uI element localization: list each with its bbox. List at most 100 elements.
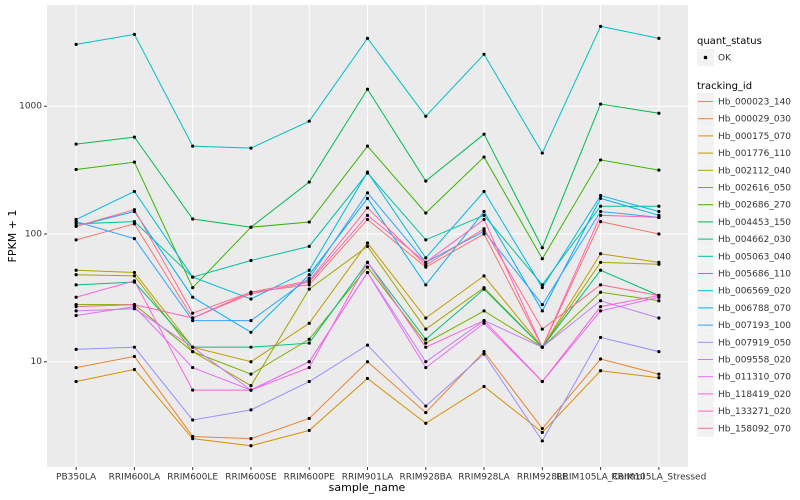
data-point bbox=[191, 144, 195, 148]
data-point bbox=[74, 222, 78, 226]
data-point bbox=[132, 189, 137, 194]
legend-label: Hb_118419_020 bbox=[718, 390, 791, 400]
data-point bbox=[307, 321, 311, 325]
legend-label: Hb_006569_020 bbox=[718, 287, 791, 297]
data-point bbox=[132, 279, 137, 283]
legend-label: Hb_004453_150 bbox=[718, 218, 791, 228]
y-axis-title: FPKM + 1 bbox=[6, 210, 19, 263]
data-point bbox=[424, 410, 428, 415]
data-point bbox=[191, 275, 195, 279]
legend-point bbox=[703, 55, 708, 60]
data-point bbox=[249, 372, 253, 376]
data-point bbox=[365, 265, 370, 269]
data-point bbox=[598, 299, 603, 303]
data-point bbox=[657, 204, 661, 208]
data-point bbox=[657, 293, 661, 298]
data-point bbox=[598, 305, 603, 309]
data-point bbox=[74, 42, 78, 46]
data-point bbox=[657, 111, 661, 115]
data-point bbox=[307, 416, 311, 421]
data-point bbox=[657, 376, 661, 380]
legend-label: Hb_006788_070 bbox=[718, 304, 791, 314]
data-point bbox=[132, 32, 137, 36]
data-point bbox=[74, 220, 78, 224]
data-point bbox=[482, 227, 486, 231]
data-point bbox=[657, 350, 661, 354]
data-point bbox=[74, 305, 78, 309]
data-point bbox=[540, 327, 544, 331]
data-point bbox=[249, 384, 253, 388]
data-point bbox=[132, 345, 137, 349]
data-point bbox=[191, 418, 195, 422]
data-point bbox=[365, 270, 370, 275]
data-point bbox=[74, 142, 78, 146]
data-point bbox=[424, 179, 428, 183]
data-point bbox=[540, 439, 544, 443]
data-point bbox=[598, 283, 603, 287]
data-point bbox=[540, 286, 544, 290]
data-point bbox=[657, 232, 661, 236]
data-point bbox=[191, 311, 195, 315]
data-point bbox=[540, 430, 544, 434]
data-point bbox=[657, 262, 661, 266]
data-point bbox=[598, 309, 603, 313]
data-point bbox=[249, 258, 253, 263]
data-point bbox=[132, 208, 137, 212]
data-point bbox=[598, 335, 603, 340]
data-point bbox=[598, 268, 603, 272]
data-point bbox=[249, 290, 253, 294]
x-tick-label: RRIM928LA bbox=[458, 473, 510, 483]
data-point bbox=[482, 189, 486, 194]
legend-label: Hb_009558_020 bbox=[718, 356, 791, 366]
data-point bbox=[598, 204, 603, 208]
data-point bbox=[482, 321, 486, 325]
data-point bbox=[307, 220, 311, 224]
legend-label: Hb_000023_140 bbox=[718, 98, 791, 108]
legend-label: Hb_005063_040 bbox=[718, 252, 791, 262]
data-point bbox=[482, 384, 486, 389]
legend-label: Hb_002616_050 bbox=[718, 184, 791, 194]
data-point bbox=[482, 350, 486, 354]
data-point bbox=[132, 270, 137, 275]
data-point bbox=[482, 217, 486, 222]
data-point bbox=[598, 213, 603, 217]
data-point bbox=[132, 237, 137, 241]
data-point bbox=[482, 352, 486, 356]
data-point bbox=[424, 365, 428, 370]
data-point bbox=[74, 379, 78, 384]
y-tick-label: 100 bbox=[25, 229, 42, 239]
data-point bbox=[365, 36, 370, 40]
data-point bbox=[598, 193, 603, 198]
data-point bbox=[365, 87, 370, 91]
data-point bbox=[74, 268, 78, 272]
data-point bbox=[307, 180, 311, 184]
data-point bbox=[657, 215, 661, 219]
data-point bbox=[424, 345, 428, 349]
data-point bbox=[249, 360, 253, 364]
data-point bbox=[482, 155, 486, 159]
legend-label: Hb_133271_020 bbox=[718, 407, 791, 417]
data-point bbox=[307, 268, 311, 272]
data-point bbox=[307, 283, 311, 287]
data-point bbox=[132, 367, 137, 372]
data-point bbox=[365, 170, 370, 174]
data-point bbox=[424, 327, 428, 331]
x-tick-label: RRIM600SE bbox=[225, 473, 277, 483]
x-tick-label: RRIM105LA_Stressed bbox=[611, 473, 706, 483]
data-point bbox=[249, 225, 253, 229]
data-point bbox=[307, 119, 311, 123]
data-point bbox=[482, 52, 486, 56]
data-point bbox=[191, 345, 195, 349]
data-point bbox=[424, 360, 428, 364]
data-point bbox=[365, 343, 370, 347]
data-point bbox=[657, 168, 661, 172]
data-point bbox=[365, 244, 370, 248]
data-point bbox=[540, 151, 544, 155]
data-point bbox=[482, 213, 486, 217]
data-point bbox=[132, 135, 137, 139]
x-tick-label: RRIM928LE bbox=[517, 473, 568, 483]
data-point bbox=[424, 404, 428, 408]
data-point bbox=[365, 376, 370, 381]
data-point bbox=[249, 318, 253, 323]
data-point bbox=[307, 244, 311, 248]
